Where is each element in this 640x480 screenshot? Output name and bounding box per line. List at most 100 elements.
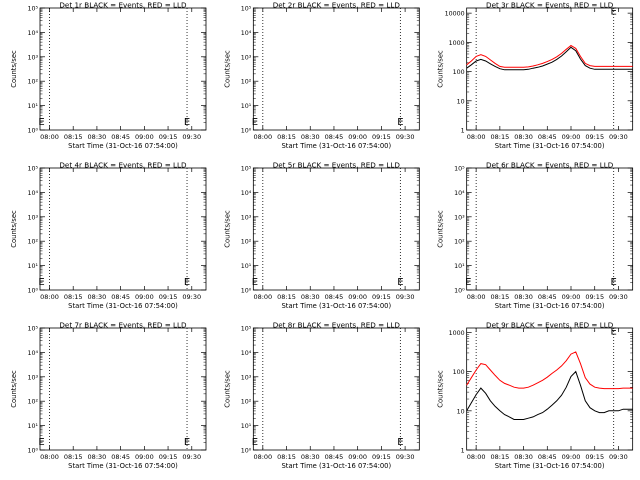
event-marker: E [252, 277, 258, 288]
chart-title: Det 8r BLACK = Events, RED = LLD [273, 321, 401, 330]
y-tick-label: 10⁰ [241, 448, 252, 455]
event-marker: E [397, 437, 403, 448]
plot-frame [252, 327, 420, 451]
x-tick-label: 09:00 [562, 453, 581, 461]
panel-det-4r: Det 4r BLACK = Events, RED = LLD 08:00 08:… [10, 161, 207, 310]
y-tick-label: 10³ [241, 374, 252, 381]
panel-det-6r: Det 6r BLACK = Events, RED = LLD 08:00 08:… [437, 161, 634, 310]
x-tick-label: 08:15 [277, 453, 296, 461]
event-marker: E [611, 326, 617, 337]
y-tick-label: 10¹ [241, 263, 252, 270]
x-axis-label: Start Time (31-Oct-16 07:54:00) [281, 462, 391, 470]
x-tick-label: 08:30 [301, 453, 320, 461]
x-tick-label: 08:30 [301, 133, 320, 141]
chart-title: Det 5r BLACK = Events, RED = LLD [273, 161, 401, 170]
event-marker: E [38, 277, 44, 288]
panel-det-7r: Det 7r BLACK = Events, RED = LLD 08:00 08:… [10, 321, 207, 470]
y-tick-label: 10² [27, 79, 38, 86]
x-tick-label: 08:45 [325, 133, 344, 141]
y-tick-label: 10⁰ [27, 448, 38, 455]
x-tick-label: 09:00 [135, 293, 154, 301]
x-tick-label: 08:00 [253, 133, 272, 141]
series-lld [466, 351, 633, 390]
x-tick-label: 08:15 [64, 293, 83, 301]
y-axis-label: Counts/sec [437, 370, 445, 408]
y-tick-label: 10³ [241, 54, 252, 61]
chart-title: Det 9r BLACK = Events, RED = LLD [486, 321, 614, 330]
x-tick-label: 09:00 [562, 133, 581, 141]
x-tick-label: 08:00 [467, 293, 486, 301]
x-tick-label: 08:45 [538, 133, 557, 141]
y-axis-label: Counts/sec [223, 210, 231, 248]
plot-frame [39, 167, 207, 291]
y-tick-label: 10² [454, 239, 465, 246]
y-tick-label: 1000 [449, 40, 465, 47]
y-tick-label: 10³ [241, 214, 252, 221]
event-marker: E [252, 117, 258, 128]
y-axis-label: Counts/sec [223, 370, 231, 408]
x-tick-label: 08:30 [514, 453, 533, 461]
y-tick-label: 10⁴ [241, 30, 252, 37]
x-tick-label: 08:15 [277, 293, 296, 301]
x-tick-label: 08:30 [88, 133, 107, 141]
y-tick-label: 10 [457, 408, 465, 415]
y-axis-label: Counts/sec [10, 50, 18, 88]
y-tick-label: 10⁰ [241, 288, 252, 295]
x-tick-label: 09:00 [562, 293, 581, 301]
x-tick-label: 09:15 [372, 453, 391, 461]
x-tick-label: 08:45 [538, 453, 557, 461]
x-tick-label: 08:15 [490, 293, 509, 301]
event-marker: E [397, 117, 403, 128]
x-tick-label: 08:30 [514, 293, 533, 301]
y-tick-label: 10⁰ [27, 288, 38, 295]
series-events [466, 46, 633, 71]
x-tick-label: 08:00 [253, 293, 272, 301]
y-axis-label: Counts/sec [10, 210, 18, 248]
x-tick-label: 09:00 [135, 453, 154, 461]
x-axis-label: Start Time (31-Oct-16 07:54:00) [281, 302, 391, 310]
y-tick-label: 100 [453, 69, 465, 76]
plot-frame [39, 7, 207, 131]
series-lld [466, 44, 633, 68]
x-tick-label: 08:45 [111, 293, 130, 301]
y-tick-label: 10 [457, 98, 465, 105]
plot-frame [466, 327, 634, 451]
x-tick-label: 09:30 [182, 293, 201, 301]
x-tick-label: 09:00 [348, 133, 367, 141]
chart-title: Det 6r BLACK = Events, RED = LLD [486, 161, 614, 170]
series-events [466, 370, 633, 420]
x-tick-label: 09:30 [609, 453, 628, 461]
y-tick-label: 10¹ [27, 103, 38, 110]
chart-title: Det 7r BLACK = Events, RED = LLD [59, 321, 187, 330]
x-tick-label: 08:15 [490, 133, 509, 141]
y-tick-label: 10¹ [241, 103, 252, 110]
x-tick-label: 08:00 [467, 133, 486, 141]
x-tick-label: 08:45 [111, 133, 130, 141]
y-tick-label: 10⁴ [27, 350, 38, 357]
x-tick-label: 08:30 [514, 133, 533, 141]
x-tick-label: 09:15 [585, 293, 604, 301]
x-tick-label: 08:00 [253, 453, 272, 461]
x-tick-label: 08:15 [490, 453, 509, 461]
panel-det-1r: Det 1r BLACK = Events, RED = LLD 08:00 08:… [10, 1, 207, 150]
x-tick-label: 09:30 [609, 133, 628, 141]
y-tick-label: 10⁵ [27, 326, 38, 333]
x-tick-label: 08:00 [40, 133, 59, 141]
y-tick-label: 1000 [449, 330, 465, 337]
y-tick-label: 10¹ [454, 263, 465, 270]
x-tick-label: 09:00 [135, 133, 154, 141]
y-tick-label: 10² [27, 239, 38, 246]
panel-det-2r: Det 2r BLACK = Events, RED = LLD 08:00 08:… [223, 1, 420, 150]
x-axis-label: Start Time (31-Oct-16 07:54:00) [495, 142, 605, 150]
y-axis-label: Counts/sec [437, 210, 445, 248]
x-axis-label: Start Time (31-Oct-16 07:54:00) [68, 462, 178, 470]
x-axis-label: Start Time (31-Oct-16 07:54:00) [281, 142, 391, 150]
y-tick-label: 10⁴ [241, 350, 252, 357]
y-tick-label: 10⁰ [454, 288, 465, 295]
x-tick-label: 09:00 [348, 293, 367, 301]
event-marker: E [184, 437, 190, 448]
x-tick-label: 09:00 [348, 453, 367, 461]
chart-title: Det 2r BLACK = Events, RED = LLD [273, 1, 401, 10]
y-tick-label: 10² [241, 79, 252, 86]
x-tick-label: 08:00 [40, 293, 59, 301]
